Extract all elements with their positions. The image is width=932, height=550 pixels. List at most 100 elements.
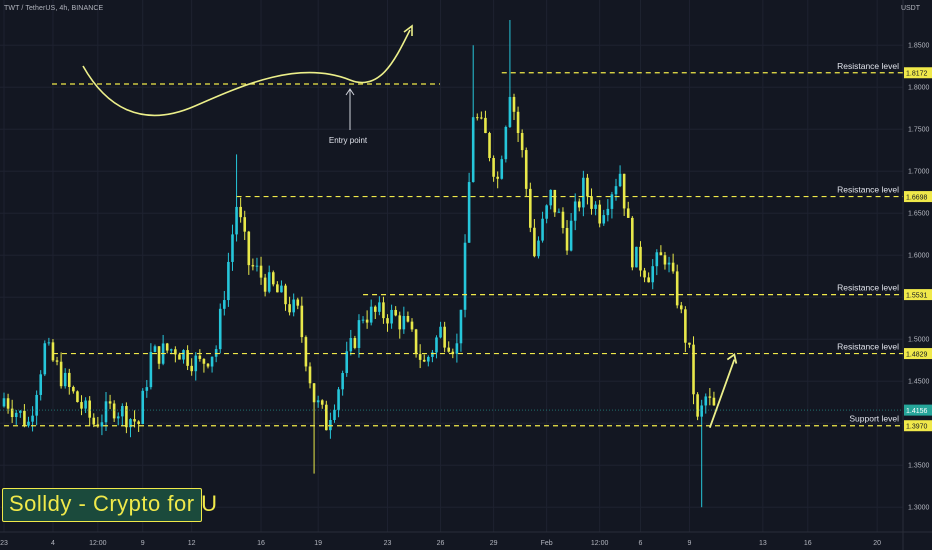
- candle-body: [467, 182, 471, 243]
- candle-body: [500, 159, 504, 179]
- candle-body: [529, 188, 532, 228]
- candle-body: [153, 346, 157, 352]
- candle-body: [178, 354, 181, 360]
- candle-body: [276, 284, 279, 293]
- candle-body: [27, 421, 30, 426]
- candle-body: [667, 262, 671, 265]
- price-axis-tick-label: 1.6500: [908, 211, 930, 218]
- candle-body: [288, 304, 291, 313]
- price-axis-tick-label: 1.8000: [908, 85, 930, 92]
- time-axis-tick-label: 6: [639, 540, 643, 547]
- price-axis-tick-label: 1.7000: [908, 169, 930, 176]
- entry-path-arrowhead: [403, 24, 413, 36]
- candle-body: [488, 133, 491, 159]
- candle-body: [655, 252, 659, 267]
- candle-body: [137, 421, 140, 424]
- candle-body: [557, 211, 561, 213]
- last-price-tag-text: 1.4156: [906, 408, 928, 415]
- candle-body: [688, 342, 691, 345]
- candle-body: [569, 220, 573, 251]
- candle-body: [190, 365, 193, 372]
- candle-body: [524, 150, 528, 189]
- level-price-tag: [904, 67, 932, 79]
- candle-body: [43, 343, 47, 375]
- candle-body: [125, 406, 128, 428]
- candle-body: [214, 349, 218, 357]
- candle-body: [378, 302, 381, 312]
- level-price-tag-text: 1.8172: [906, 71, 928, 78]
- candle-body: [292, 299, 295, 313]
- candle-body: [618, 173, 622, 187]
- time-axis-tick-label: 20: [873, 540, 881, 547]
- candle-body: [659, 252, 663, 256]
- candle-body: [284, 285, 287, 305]
- candle-body: [104, 401, 108, 423]
- candle-body: [541, 218, 544, 241]
- candle-body: [198, 355, 202, 359]
- time-axis-tick-label: Feb: [541, 540, 553, 547]
- entry-point-label: Entry point: [329, 136, 368, 145]
- candle-body: [582, 177, 585, 208]
- candle-body: [271, 272, 275, 285]
- candle-body: [341, 372, 344, 390]
- level-price-tag-text: 1.5531: [906, 292, 928, 299]
- level-label: Support level: [849, 414, 899, 424]
- candle-body: [88, 400, 91, 418]
- candle-body: [427, 356, 430, 362]
- candle-body: [704, 396, 708, 406]
- candle-body: [72, 387, 75, 392]
- time-axis-tick-label: 19: [314, 540, 322, 547]
- candle-body: [263, 277, 267, 292]
- price-axis-tick-label: 1.5000: [908, 337, 930, 344]
- candle-body: [369, 306, 373, 323]
- candle-body: [308, 366, 312, 384]
- candle-body: [504, 126, 508, 160]
- candle-body: [561, 211, 565, 228]
- projection-arrow: [708, 359, 736, 429]
- candle-body: [606, 208, 610, 216]
- last-price-tag: [904, 404, 932, 416]
- candle-body: [631, 217, 634, 268]
- price-axis-tick-label: 1.4500: [908, 379, 930, 386]
- candle-body: [553, 189, 557, 213]
- candle-body: [671, 262, 675, 272]
- candle-body: [382, 302, 385, 319]
- candle-body: [76, 391, 79, 403]
- candle-body: [708, 396, 712, 398]
- level-price-tag-text: 1.4829: [906, 351, 928, 358]
- candle-body: [157, 346, 161, 364]
- candle-body: [455, 343, 459, 354]
- candle-body: [51, 342, 55, 361]
- candle-body: [406, 316, 410, 322]
- candle-body: [516, 111, 520, 134]
- candle-body: [700, 405, 703, 417]
- candle-body: [116, 416, 120, 419]
- candle-body: [239, 206, 242, 218]
- level-price-tag-text: 1.3970: [906, 424, 928, 431]
- candle-body: [435, 337, 438, 353]
- projection-arrowhead: [726, 353, 738, 364]
- candle-body: [508, 96, 512, 127]
- price-axis-tick-label: 1.3500: [908, 463, 930, 470]
- level-price-tag: [904, 348, 932, 360]
- candle-body: [149, 351, 153, 388]
- candle-body: [386, 318, 389, 324]
- candle-body: [484, 117, 487, 134]
- candle-body: [92, 417, 96, 425]
- level-price-tag: [904, 420, 932, 432]
- price-axis-tick-label: 1.6000: [908, 253, 930, 260]
- candle-body: [610, 194, 614, 209]
- candle-body: [459, 309, 463, 344]
- candle-body: [635, 246, 638, 268]
- candle-body: [390, 309, 393, 324]
- candle-body: [141, 390, 145, 424]
- candle-body: [329, 419, 332, 431]
- candle-body: [712, 397, 716, 406]
- candle-body: [296, 299, 300, 306]
- time-axis-tick-label: 9: [687, 540, 691, 547]
- time-axis-tick-label: 16: [804, 540, 812, 547]
- candle-body: [186, 350, 189, 366]
- candle-body: [463, 242, 467, 310]
- candle-body: [80, 402, 83, 409]
